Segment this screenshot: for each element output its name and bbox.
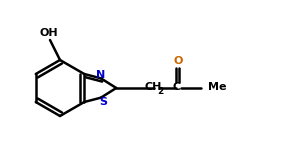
Text: S: S: [99, 97, 107, 107]
Text: OH: OH: [40, 28, 58, 38]
Text: 2: 2: [157, 86, 164, 95]
Text: Me: Me: [208, 82, 227, 92]
Text: CH: CH: [144, 82, 161, 92]
Text: N: N: [96, 70, 106, 80]
Text: O: O: [173, 56, 182, 66]
Text: C: C: [172, 82, 180, 92]
